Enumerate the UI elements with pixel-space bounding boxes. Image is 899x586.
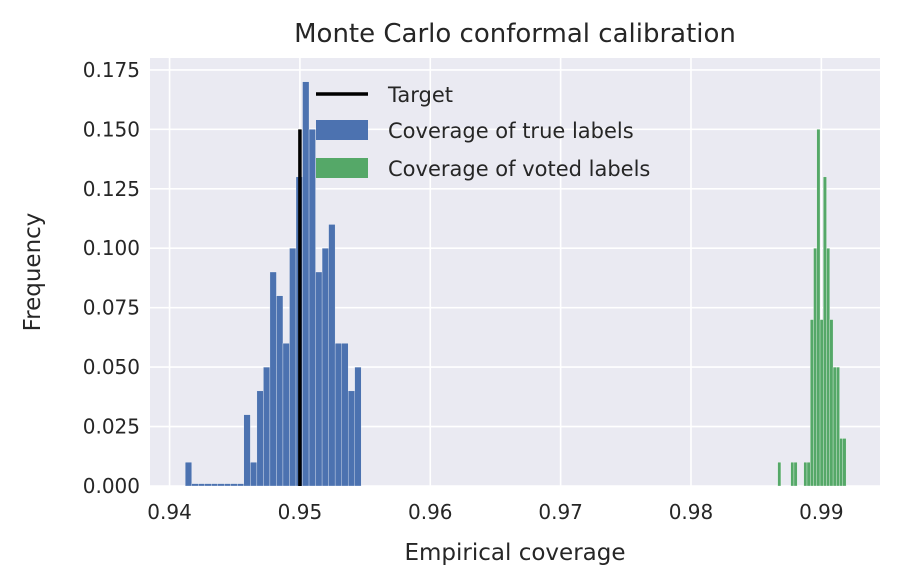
y-tick-label: 0.025: [83, 415, 140, 439]
legend-voted-label: Coverage of voted labels: [388, 157, 650, 181]
y-axis-ticks: 0.000 0.025 0.050 0.075 0.100 0.125 0.150 0.175: [83, 58, 140, 498]
histogram-bar: [230, 483, 238, 487]
legend-true-label: Coverage of true labels: [388, 119, 634, 143]
legend-true-swatch: [316, 120, 368, 140]
histogram-bar: [793, 462, 798, 487]
legend-target-label: Target: [387, 83, 453, 107]
y-axis-title: Frequency: [20, 213, 46, 332]
histogram-bar: [282, 343, 290, 487]
x-tick-label: 0.99: [799, 500, 844, 524]
voted-labels-bars: [777, 129, 847, 487]
legend: Target Coverage of true labels Coverage …: [316, 83, 650, 181]
y-tick-label: 0.050: [83, 355, 140, 379]
histogram-bar: [816, 129, 821, 487]
histogram-bar: [224, 483, 231, 487]
histogram-bar: [211, 483, 218, 487]
y-tick-label: 0.075: [83, 296, 140, 320]
histogram-bar: [829, 319, 834, 487]
histogram-bar: [328, 224, 336, 487]
histogram-bar: [185, 462, 192, 487]
histogram-bar: [217, 483, 225, 487]
y-tick-label: 0.150: [83, 117, 140, 141]
histogram-bar: [263, 366, 271, 487]
x-tick-label: 0.94: [147, 500, 192, 524]
histogram-bar: [806, 462, 811, 487]
y-tick-label: 0.175: [83, 58, 140, 82]
x-tick-label: 0.96: [408, 500, 453, 524]
x-tick-label: 0.97: [538, 500, 583, 524]
chart-title: Monte Carlo conformal calibration: [294, 19, 736, 49]
x-tick-label: 0.98: [669, 500, 714, 524]
histogram-bar: [269, 271, 277, 487]
histogram-bar: [777, 462, 782, 487]
histogram-bar: [243, 414, 251, 487]
y-tick-label: 0.125: [83, 177, 140, 201]
histogram-bar: [198, 483, 205, 487]
histogram-bar: [354, 366, 362, 487]
histogram-bar: [315, 271, 323, 487]
histogram-bar: [813, 248, 817, 487]
histogram-bar: [842, 438, 847, 487]
x-axis-ticks: 0.94 0.95 0.96 0.97 0.98 0.99: [147, 500, 843, 524]
histogram-bar: [302, 81, 310, 487]
histogram-bar: [810, 319, 814, 487]
histogram-bar: [276, 295, 284, 487]
histogram-bar: [308, 129, 316, 487]
histogram-bar: [334, 343, 342, 487]
histogram-bar: [803, 462, 808, 487]
x-tick-label: 0.95: [278, 500, 323, 524]
histogram-bar: [321, 248, 329, 487]
histogram-bar: [250, 462, 258, 487]
y-tick-label: 0.000: [83, 474, 140, 498]
histogram-bar: [790, 462, 795, 487]
histogram-bar: [823, 176, 827, 487]
histogram-bar: [832, 366, 837, 487]
histogram-bar: [819, 319, 824, 487]
histogram-bar: [256, 390, 264, 487]
histogram-bar: [204, 483, 212, 487]
y-tick-label: 0.100: [83, 236, 140, 260]
x-axis-title: Empirical coverage: [405, 540, 626, 566]
histogram-bar: [347, 390, 355, 487]
histogram-bar: [289, 248, 297, 487]
histogram-bar: [341, 343, 349, 487]
histogram-bar: [191, 483, 199, 487]
histogram-bar: [836, 366, 840, 487]
histogram-bar: [826, 248, 830, 487]
histogram-bar: [839, 438, 843, 487]
histogram-bar: [237, 483, 245, 487]
legend-voted-swatch: [316, 158, 368, 178]
